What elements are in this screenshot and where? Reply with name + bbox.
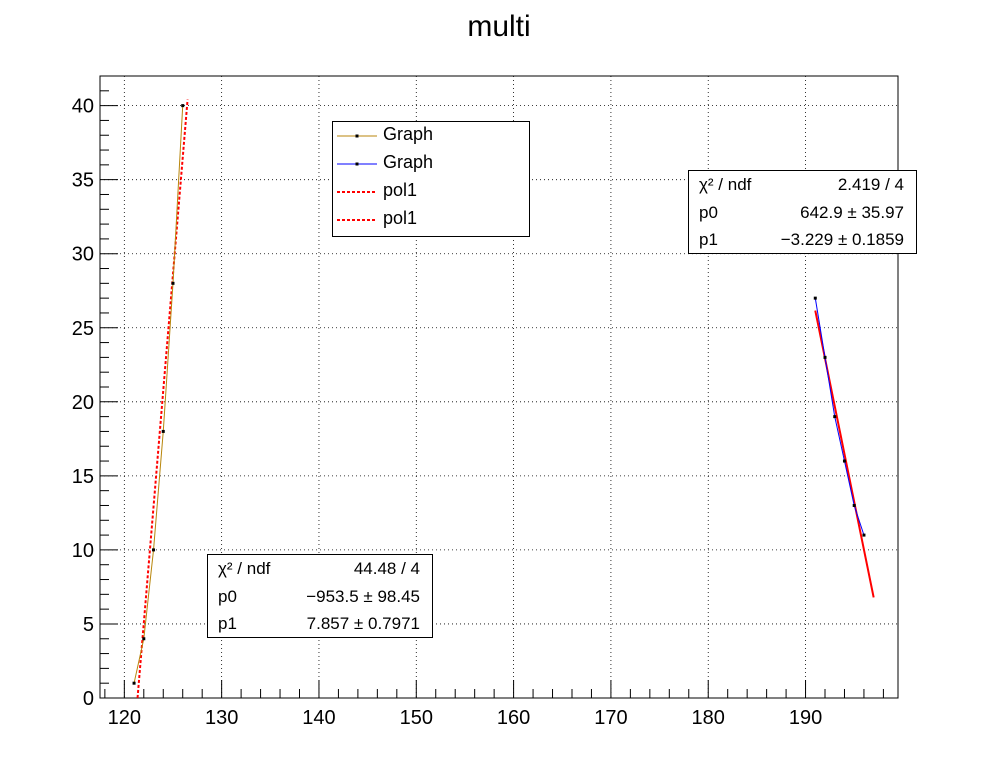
legend-label: pol1	[383, 208, 418, 228]
data-point	[852, 503, 856, 507]
stats-row-p0: p0 642.9 ± 35.97	[689, 199, 916, 226]
data-point	[862, 533, 866, 537]
legend-dashed-line-icon	[337, 191, 377, 193]
data-point	[823, 355, 827, 359]
y-tick-label: 25	[72, 318, 94, 340]
x-tick-label: 160	[497, 707, 530, 729]
x-tick-label: 180	[692, 707, 725, 729]
x-tick-label: 190	[789, 707, 822, 729]
axes: 120 130 140 150 160 170 180 190 0 5 10 15 20 25 30 35 40	[72, 75, 899, 729]
y-tick-label: 10	[72, 540, 94, 562]
data-point	[132, 681, 136, 685]
x-tick-label: 170	[594, 707, 627, 729]
legend: Graph Graph pol1 pol1	[332, 121, 530, 237]
legend-entry-graph-1: Graph	[333, 122, 529, 150]
stats-row-p1: p1 7.857 ± 0.7971	[208, 610, 432, 637]
legend-entry-pol1-1: pol1	[333, 178, 529, 206]
fit-line-pol1	[136, 99, 189, 698]
stats-row-chi2: χ² / ndf 2.419 / 4	[689, 171, 916, 198]
data-point	[842, 459, 846, 463]
stats-key: χ² / ndf	[699, 175, 752, 194]
legend-label: Graph	[383, 124, 434, 144]
stats-value: 2.419 / 4	[837, 175, 904, 194]
legend-entry-graph-2: Graph	[333, 150, 529, 178]
x-tick-label: 130	[205, 707, 238, 729]
legend-label: pol1	[383, 180, 418, 200]
stats-key: p0	[218, 587, 237, 606]
y-tick-label: 20	[72, 392, 94, 414]
stats-key: p0	[699, 203, 718, 222]
stats-value: −953.5 ± 98.45	[306, 587, 420, 606]
stats-value: 44.48 / 4	[353, 559, 420, 578]
stats-row-p1: p1 −3.229 ± 0.1859	[689, 226, 916, 253]
stats-value: 642.9 ± 35.97	[800, 203, 904, 222]
legend-entry-pol1-2: pol1	[333, 206, 529, 234]
data-point	[181, 104, 185, 108]
data-point	[161, 429, 165, 433]
y-tick-label: 0	[83, 688, 94, 710]
series-line-graph-1	[133, 105, 184, 684]
plot-area	[132, 99, 875, 698]
stats-key: χ² / ndf	[218, 559, 271, 578]
y-tick-label: 35	[72, 170, 94, 192]
x-tick-label: 120	[108, 707, 141, 729]
stats-value: 7.857 ± 0.7971	[306, 614, 420, 633]
y-tick-label: 15	[72, 466, 94, 488]
data-point	[142, 637, 146, 641]
y-tick-label: 30	[72, 244, 94, 266]
fit-stats-box-left: χ² / ndf 44.48 / 4 p0 −953.5 ± 98.45 p1 …	[207, 554, 433, 638]
data-point	[813, 296, 817, 300]
x-tick-label: 150	[400, 707, 433, 729]
chart-title: multi	[467, 10, 531, 43]
data-point	[152, 548, 156, 552]
legend-label: Graph	[383, 152, 434, 172]
legend-line-marker-icon	[337, 162, 377, 166]
stats-value: −3.229 ± 0.1859	[780, 230, 904, 249]
y-tick-label: 40	[72, 96, 94, 118]
stats-key: p1	[699, 230, 718, 249]
data-point	[171, 281, 175, 285]
legend-dashed-line-icon	[337, 219, 377, 221]
stats-row-p0: p0 −953.5 ± 98.45	[208, 583, 432, 610]
x-tick-label: 140	[302, 707, 335, 729]
fit-stats-box-right: χ² / ndf 2.419 / 4 p0 642.9 ± 35.97 p1 −…	[688, 170, 917, 254]
y-tick-label: 5	[83, 614, 94, 636]
legend-line-marker-icon	[337, 134, 377, 138]
series-line-graph-2	[814, 298, 865, 536]
data-point	[833, 415, 837, 419]
stats-row-chi2: χ² / ndf 44.48 / 4	[208, 555, 432, 582]
stats-key: p1	[218, 614, 237, 633]
